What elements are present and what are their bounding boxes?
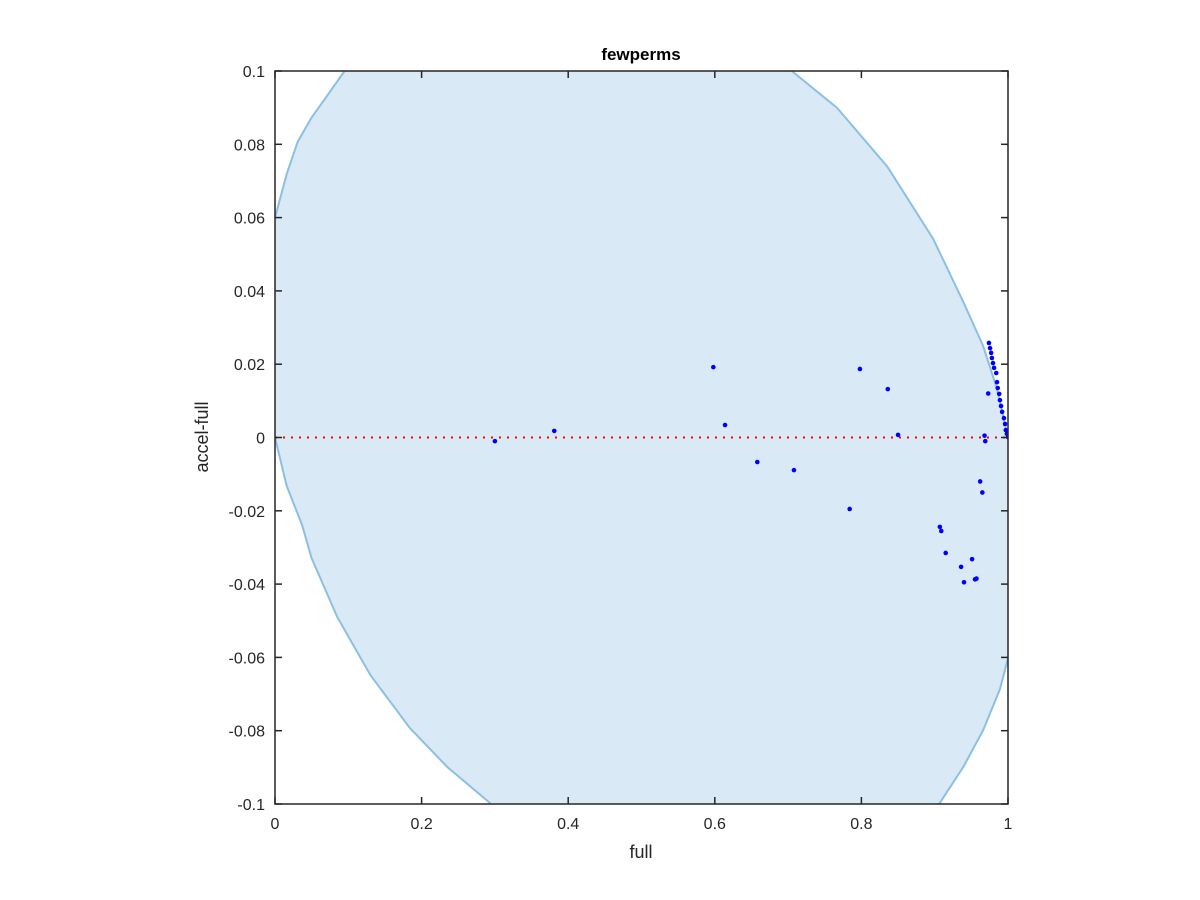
data-point [791, 467, 797, 473]
shaded-region [275, 71, 1008, 804]
data-point [958, 564, 964, 570]
data-point [997, 397, 1003, 403]
data-point [847, 506, 852, 512]
data-point [492, 438, 498, 444]
data-point [961, 579, 967, 585]
data-point [755, 459, 760, 465]
data-point [711, 364, 716, 370]
x-tick-label: 0.2 [410, 816, 432, 833]
data-point [994, 379, 1000, 385]
y-tick-label: 0.1 [243, 64, 265, 81]
data-point [974, 576, 979, 581]
data-point [1001, 415, 1007, 421]
data-point [857, 366, 863, 372]
data-point [987, 345, 993, 351]
data-point [943, 550, 948, 556]
y-tick-label: -0.04 [229, 577, 266, 594]
chart-title: fewperms [601, 45, 680, 64]
data-points [492, 340, 1008, 585]
data-point [551, 428, 557, 434]
y-tick-label: 0 [256, 431, 265, 448]
data-point [985, 391, 991, 396]
data-point [1003, 427, 1008, 433]
data-point [977, 479, 983, 484]
data-point [988, 350, 994, 356]
y-tick-label: -0.06 [229, 650, 266, 667]
y-tick-label: -0.02 [229, 504, 266, 521]
data-point [990, 360, 996, 366]
data-point [1004, 431, 1008, 437]
data-point [982, 438, 988, 444]
data-point [991, 365, 997, 371]
data-point [998, 403, 1004, 409]
x-tick-label: 0 [271, 816, 280, 833]
y-tick-label: 0.04 [234, 284, 265, 301]
x-axis-label: full [629, 842, 652, 862]
data-point [938, 528, 944, 534]
data-point [982, 433, 987, 438]
y-tick-label: 0.08 [234, 137, 265, 154]
data-point [996, 391, 1002, 397]
data-point [895, 432, 901, 438]
data-point [993, 370, 999, 376]
y-tick-label: 0.02 [234, 357, 265, 374]
x-tick-label: 0.6 [704, 816, 726, 833]
data-point [999, 409, 1005, 415]
region-edge-right-lower [938, 657, 1008, 804]
data-point [969, 556, 975, 562]
data-point [980, 490, 985, 495]
region-edge-left-lower [275, 437, 491, 804]
x-axis: 0 0.2 0.4 0.6 0.8 1 [271, 71, 1013, 833]
data-point [995, 385, 1001, 391]
data-point [885, 386, 891, 392]
y-tick-label: 0.06 [234, 211, 265, 228]
y-tick-label: -0.1 [237, 797, 265, 814]
y-tick-label: -0.08 [229, 724, 266, 741]
y-axis-label: accel-full [192, 401, 212, 472]
data-point [1002, 421, 1008, 427]
x-tick-label: 0.4 [557, 816, 579, 833]
data-point [989, 355, 995, 361]
data-point [937, 524, 943, 530]
x-tick-label: 1 [1004, 816, 1013, 833]
data-point [986, 340, 992, 346]
y-axis: -0.1 -0.08 -0.06 -0.04 -0.02 0 0.02 0.04 0.06 0.0… [229, 64, 1008, 814]
region-edge-left-upper [275, 71, 346, 218]
region-fill [275, 71, 1008, 804]
region-edge-right-upper [791, 71, 1008, 438]
data-point [722, 422, 728, 428]
x-tick-label: 0.8 [850, 816, 872, 833]
